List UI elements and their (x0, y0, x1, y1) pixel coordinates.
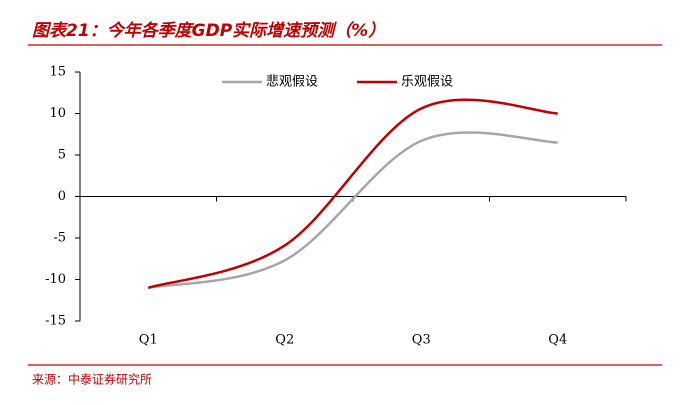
y-tick-label: -5 (53, 231, 66, 246)
legend-label: 乐观假设 (401, 75, 453, 90)
line (147, 98, 558, 289)
y-tick-label: -10 (45, 272, 66, 287)
x-tick-label: Q3 (412, 333, 431, 348)
y-tick-label: 15 (49, 65, 66, 80)
y-tick-label: -15 (45, 314, 66, 329)
line (148, 131, 558, 290)
y-tick-label: 10 (49, 106, 66, 121)
y-tick-label: 0 (58, 189, 66, 204)
x-tick-label: Q4 (548, 333, 567, 348)
source: 来源：中泰证券研究所 (32, 372, 152, 387)
x-tick-label: Q2 (275, 333, 294, 348)
x-tick-label: Q1 (139, 333, 158, 348)
y-tick-label: 5 (58, 148, 66, 163)
legend-label: 悲观假设 (266, 74, 318, 90)
chart-title: 图表21：今年各季度GDP实际增速预测（%） (32, 21, 385, 41)
